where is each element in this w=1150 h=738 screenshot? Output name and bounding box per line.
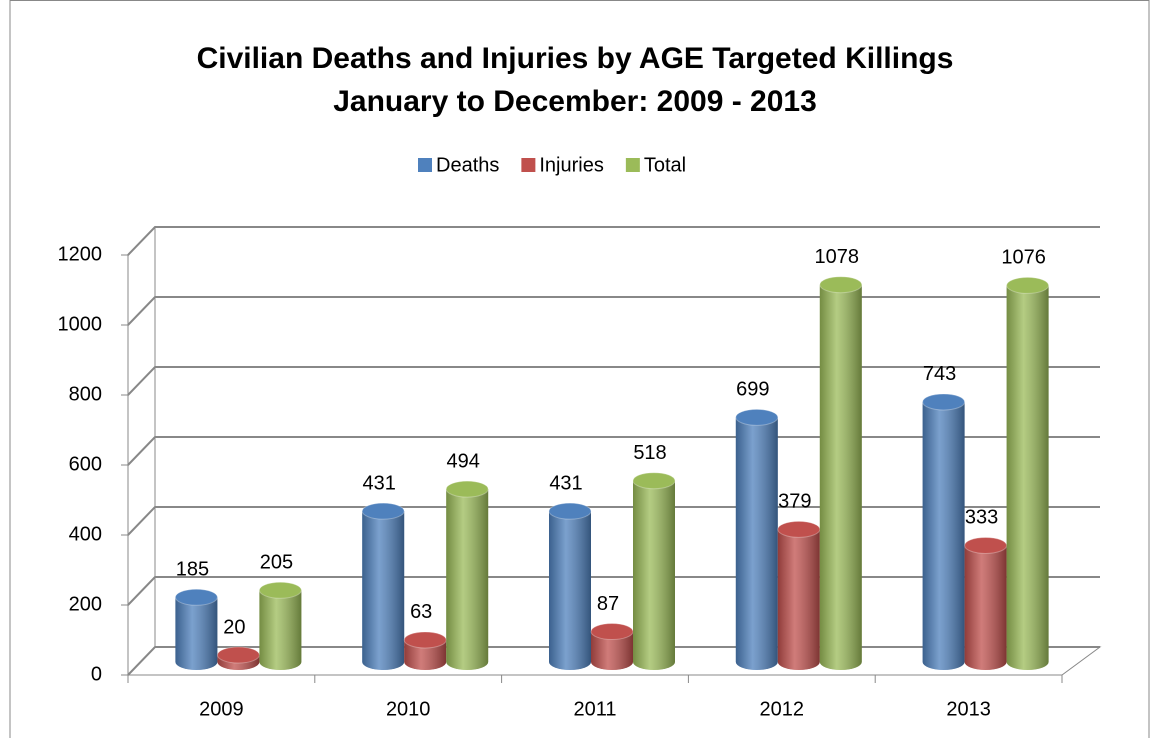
value-label: 743 [923, 363, 956, 385]
bar [361, 502, 405, 670]
bar-top [922, 393, 966, 411]
y-tick-label: 0 [91, 663, 102, 685]
bar-top [174, 588, 218, 606]
value-label: 518 [633, 442, 666, 464]
bar-top [819, 276, 863, 294]
bar-shade [964, 545, 1007, 670]
bar-shade [549, 511, 591, 670]
bar [1006, 276, 1050, 670]
y-tick-label: 200 [69, 593, 102, 615]
legend-swatch [418, 158, 432, 172]
bar-shade [404, 639, 447, 670]
chart-title: Civilian Deaths and Injuries by AGE Targ… [197, 42, 954, 75]
bar [590, 623, 634, 670]
x-tick-label: 2009 [199, 698, 244, 720]
grid-line [127, 296, 1100, 326]
value-label: 431 [363, 472, 396, 494]
bar-top [216, 646, 260, 664]
value-label: 63 [410, 601, 432, 623]
bar [174, 588, 218, 670]
legend-swatch [625, 158, 640, 172]
value-label: 87 [597, 593, 619, 615]
value-label: 333 [965, 507, 998, 529]
bar-shade [1006, 285, 1049, 670]
bar-shade [446, 489, 489, 670]
bar-shade [633, 480, 675, 670]
x-tick-label: 2012 [760, 698, 805, 720]
bar [819, 276, 863, 670]
grid-line [127, 226, 1100, 256]
bar [964, 536, 1008, 670]
bar-shade [362, 511, 405, 670]
bar-top [361, 502, 405, 520]
grid-line [127, 366, 1100, 396]
y-tick-label: 1200 [58, 243, 103, 265]
grid-line [127, 436, 1100, 466]
bar-top [403, 631, 447, 649]
bar-top [735, 408, 779, 426]
bar [735, 408, 779, 670]
bar [632, 472, 676, 670]
chart-subtitle: January to December: 2009 - 2013 [333, 85, 817, 118]
y-tick-label: 1000 [58, 313, 103, 335]
bar-shade [259, 590, 302, 670]
y-tick-label: 800 [69, 383, 102, 405]
bar-shade [735, 417, 778, 670]
bar-top [590, 623, 634, 641]
bar-top [632, 472, 676, 490]
bar-shade [777, 529, 820, 670]
bar [403, 631, 447, 670]
value-label: 699 [736, 379, 769, 401]
bar [548, 502, 592, 670]
value-label: 20 [223, 616, 245, 638]
chart-border [9, 0, 1150, 738]
bar [216, 646, 260, 670]
bar-top [548, 502, 592, 520]
y-tick-label: 400 [69, 523, 102, 545]
x-tick-label: 2010 [386, 698, 431, 720]
legend-label: Total [644, 154, 686, 176]
x-tick-label: 2011 [573, 698, 616, 720]
bar-shade [819, 284, 862, 670]
value-label: 185 [176, 559, 209, 581]
grid-line [127, 506, 1100, 536]
bar [922, 393, 966, 670]
bar-top [1006, 276, 1050, 294]
value-label: 379 [778, 491, 811, 513]
legend-label: Deaths [436, 154, 499, 176]
bar-top [964, 536, 1008, 554]
value-label: 1078 [815, 246, 860, 268]
value-label: 1076 [1001, 247, 1046, 269]
y-tick-label: 600 [69, 453, 102, 475]
legend-label: Injuries [539, 154, 603, 176]
legend-swatch [521, 158, 536, 172]
value-label: 205 [260, 552, 293, 574]
bar [445, 480, 489, 670]
bar [777, 520, 821, 670]
value-label: 494 [447, 450, 480, 472]
bar-shade [175, 597, 218, 670]
bar-top [445, 480, 489, 498]
bar-top [777, 520, 821, 538]
bar [258, 581, 302, 670]
value-label: 431 [549, 472, 582, 494]
bar-shade [922, 401, 965, 670]
bar-top [258, 581, 302, 599]
x-tick-label: 2013 [946, 698, 991, 720]
bar-shade [591, 631, 633, 670]
